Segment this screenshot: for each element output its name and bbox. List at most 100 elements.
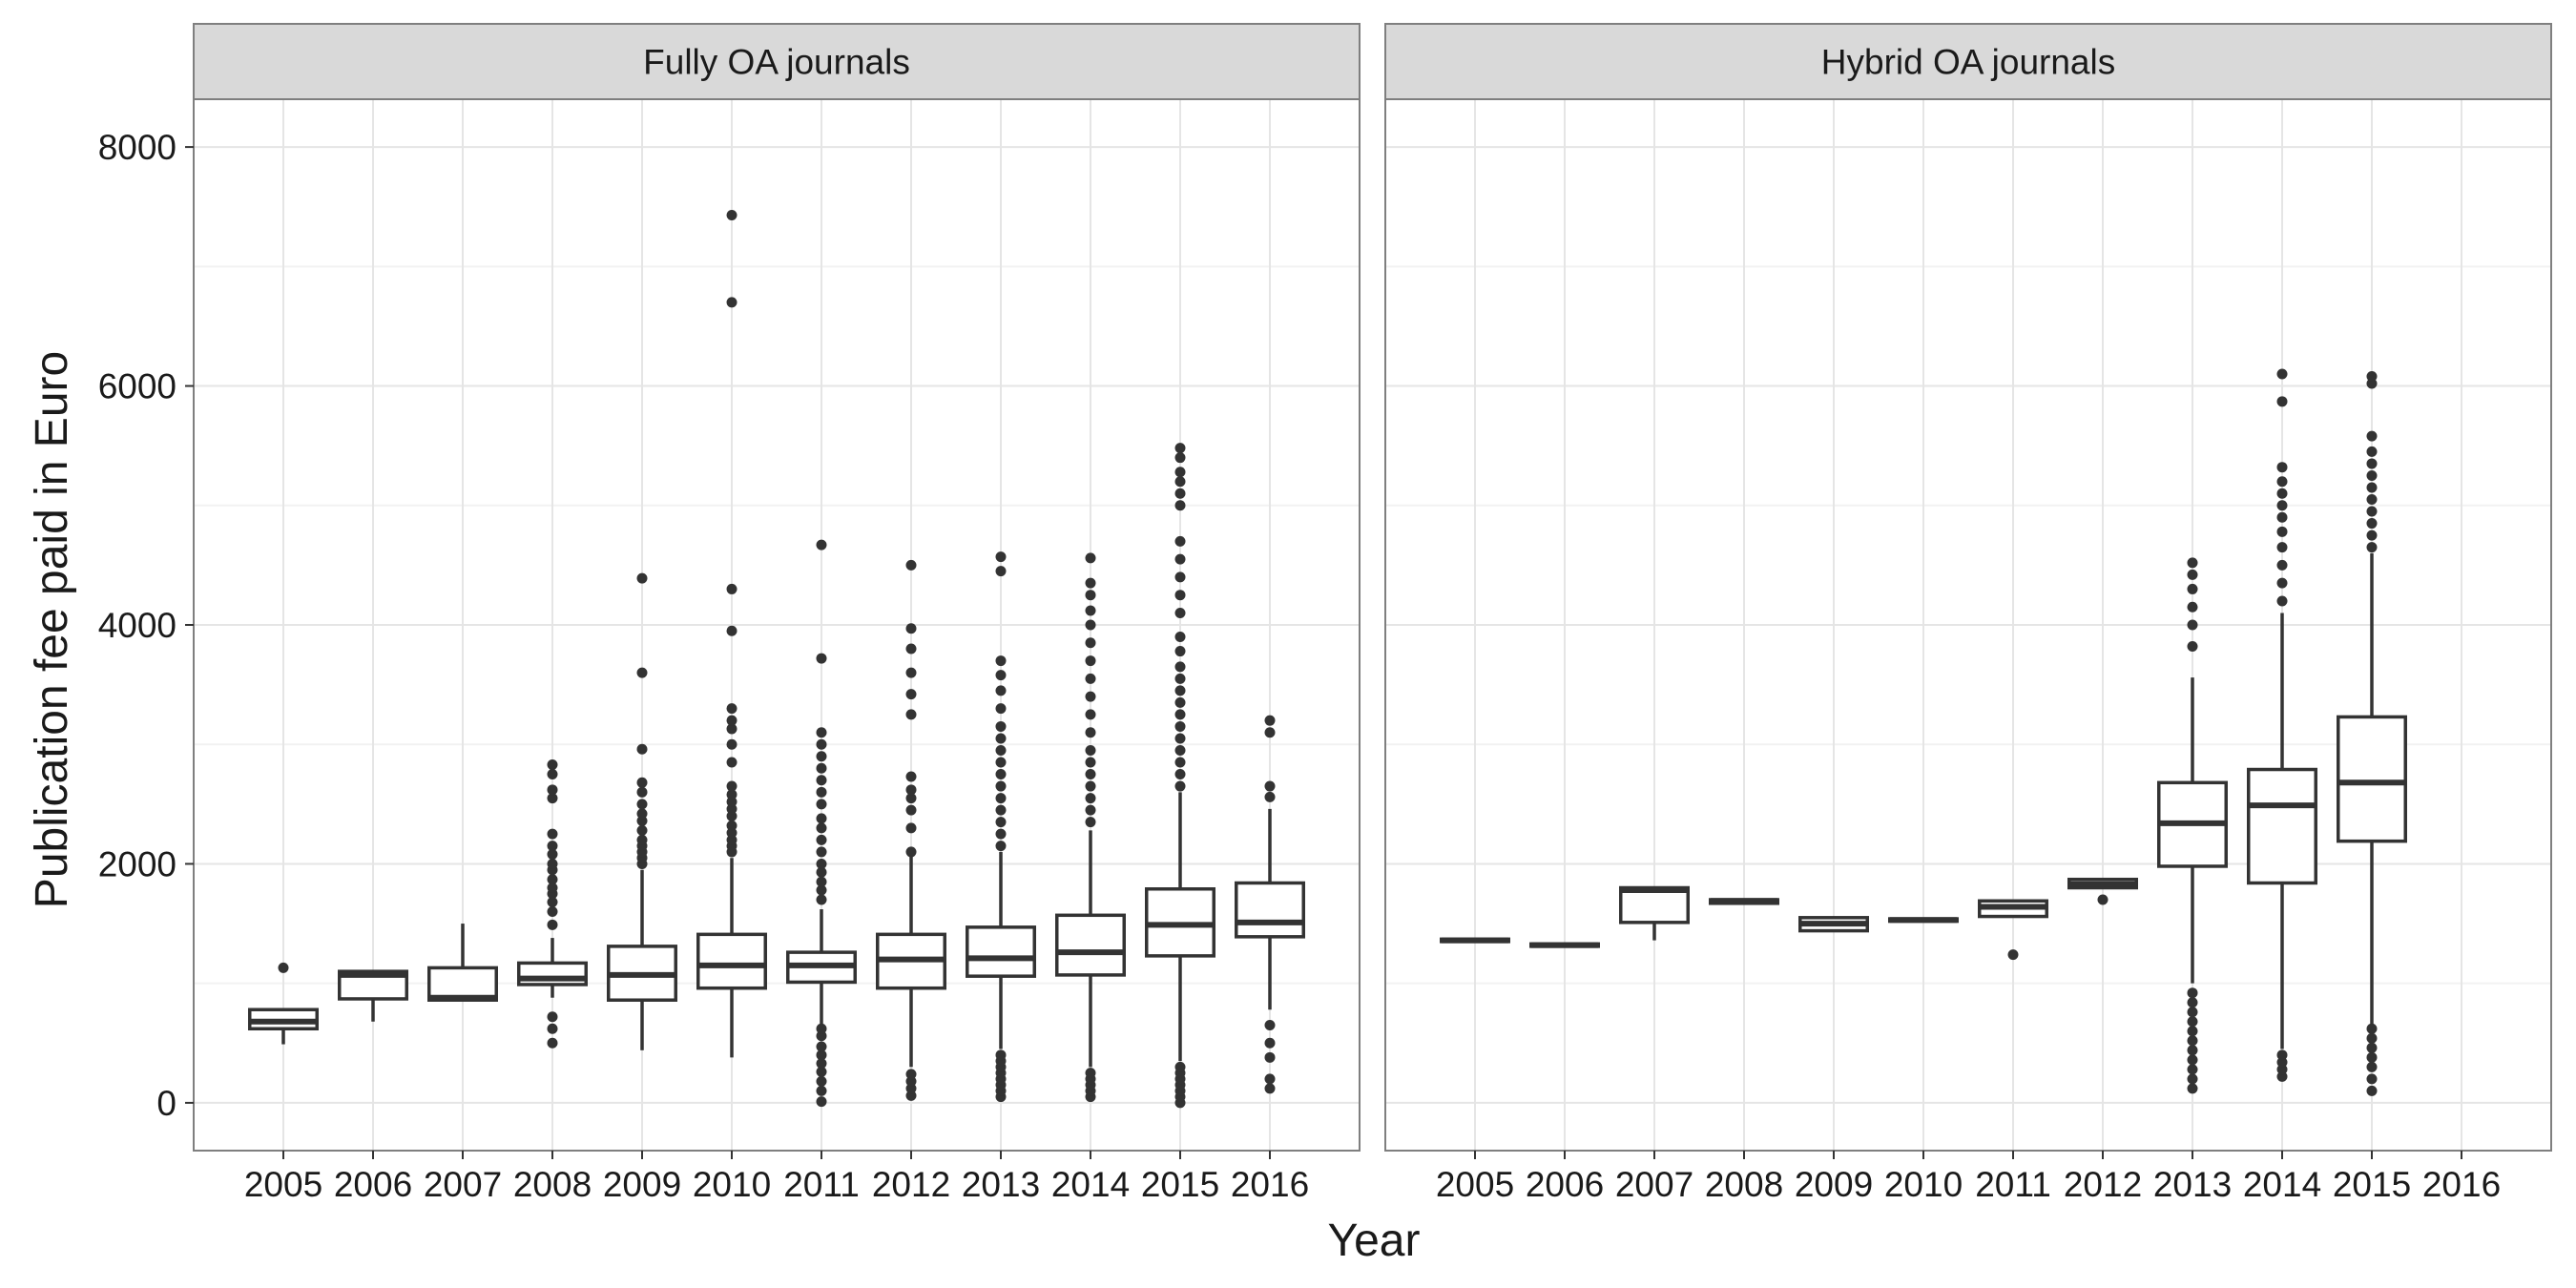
outlier-point — [2366, 518, 2378, 530]
outlier-point — [547, 1023, 558, 1034]
y-tick-label: 0 — [156, 1084, 177, 1123]
x-tick-label: 2005 — [1436, 1165, 1514, 1204]
outlier-point — [1174, 535, 1186, 547]
outlier-point — [905, 689, 917, 700]
outlier-point — [995, 720, 1007, 732]
facet-strip-label: Hybrid OA journals — [1821, 43, 2115, 82]
outlier-point — [905, 1075, 917, 1087]
outlier-point — [2366, 530, 2378, 541]
outlier-point — [1085, 655, 1096, 667]
outlier-point — [816, 727, 827, 738]
outlier-point — [816, 866, 827, 878]
box-2009 — [607, 572, 677, 1050]
facet-panels: Fully OA journals 2005 2006 2007 2008 2009 201… — [98, 23, 2552, 1204]
outlier-point — [2276, 1056, 2288, 1068]
x-tick-label: 2006 — [334, 1165, 412, 1204]
outlier-point — [636, 808, 648, 820]
outlier-point — [1085, 1068, 1096, 1079]
outlier-point — [816, 751, 827, 762]
outlier-point — [816, 846, 827, 858]
x-tick-label: 2007 — [1615, 1165, 1693, 1204]
outlier-point — [1174, 720, 1186, 732]
outlier-point — [2187, 583, 2198, 594]
outlier-point — [816, 813, 827, 824]
outlier-point — [1174, 500, 1186, 511]
outlier-point — [905, 709, 917, 720]
outlier-point — [1085, 757, 1096, 768]
outlier-point — [2187, 1026, 2198, 1037]
box-2016 — [1235, 715, 1305, 1094]
box-2011 — [786, 539, 857, 1108]
x-tick-label: 2012 — [872, 1165, 950, 1204]
box-2011 — [1978, 899, 2048, 961]
x-tick-label: 2010 — [1884, 1165, 1963, 1204]
outlier-point — [1264, 1051, 1276, 1063]
outlier-point — [1174, 646, 1186, 657]
x-tick-label: 2013 — [962, 1165, 1040, 1204]
outlier-point — [995, 828, 1007, 840]
outlier-point — [726, 820, 737, 831]
outlier-point — [2366, 1061, 2378, 1072]
outlier-point — [2187, 1064, 2198, 1075]
box-2015 — [2337, 371, 2407, 1096]
outlier-point — [2187, 1035, 2198, 1047]
outlier-point — [726, 834, 737, 845]
box-2015 — [1145, 443, 1215, 1109]
outlier-point — [905, 559, 917, 571]
outlier-point — [726, 209, 737, 220]
outlier-point — [547, 897, 558, 908]
outlier-point — [2276, 396, 2288, 407]
outlier-point — [636, 786, 648, 798]
outlier-point — [547, 906, 558, 918]
outlier-point — [2187, 641, 2198, 653]
box-2010 — [1888, 917, 1959, 924]
box-body — [2337, 715, 2407, 843]
facet-1: Fully OA journals 2005 2006 2007 2008 2009 201… — [98, 23, 1361, 1204]
outlier-point — [905, 822, 917, 834]
outlier-point — [1174, 709, 1186, 720]
outlier-point — [816, 1058, 827, 1070]
outlier-point — [547, 784, 558, 796]
outlier-point — [2187, 1016, 2198, 1028]
outlier-point — [905, 771, 917, 782]
outlier-point — [1174, 757, 1186, 768]
outlier-point — [2276, 1064, 2288, 1075]
box-2010 — [696, 209, 767, 1058]
outlier-point — [2276, 542, 2288, 553]
outlier-point — [2187, 1073, 2198, 1085]
box-body — [966, 925, 1036, 978]
outlier-point — [547, 858, 558, 869]
outlier-point — [726, 715, 737, 726]
outlier-point — [2276, 595, 2288, 607]
box-2012 — [2067, 877, 2138, 905]
outlier-point — [1174, 607, 1186, 618]
outlier-point — [2276, 526, 2288, 537]
outlier-point — [2366, 1073, 2378, 1085]
outlier-point — [2276, 1070, 2288, 1082]
y-tick-label: 8000 — [98, 128, 177, 167]
outlier-point — [636, 667, 648, 678]
outlier-point — [995, 804, 1007, 816]
outlier-point — [816, 834, 827, 845]
outlier-point — [2366, 371, 2378, 383]
outlier-point — [2007, 949, 2019, 961]
outlier-point — [905, 846, 917, 858]
outlier-point — [816, 876, 827, 887]
outlier-point — [1174, 780, 1186, 792]
outlier-point — [1174, 632, 1186, 643]
outlier-point — [2187, 1054, 2198, 1066]
outlier-point — [1174, 443, 1186, 454]
outlier-point — [726, 789, 737, 800]
outlier-point — [2366, 482, 2378, 493]
outlier-point — [2276, 368, 2288, 380]
outlier-point — [1174, 590, 1186, 601]
outlier-point — [726, 738, 737, 750]
outlier-point — [1085, 552, 1096, 564]
outlier-point — [2366, 1085, 2378, 1096]
box-2012 — [876, 559, 946, 1101]
x-tick-label: 2016 — [1231, 1165, 1309, 1204]
outlier-point — [1264, 791, 1276, 802]
outlier-point — [2276, 559, 2288, 571]
outlier-point — [726, 583, 737, 594]
outlier-point — [816, 1041, 827, 1052]
